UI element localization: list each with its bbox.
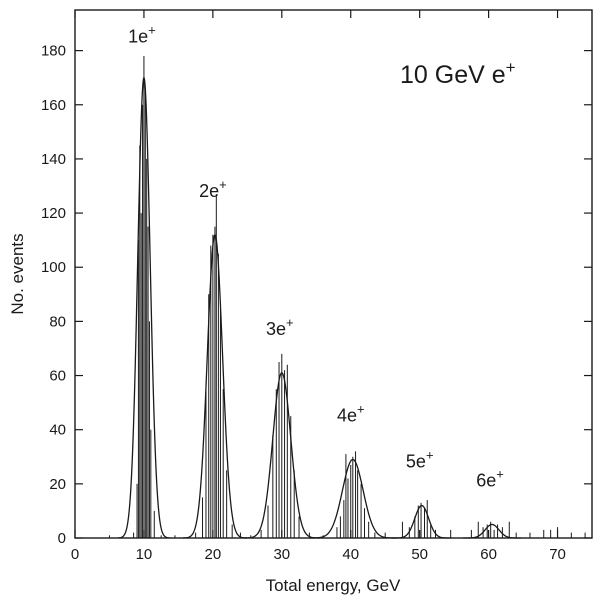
y-tick-label: 20 [49, 476, 66, 493]
y-axis-title: No. events [8, 233, 27, 314]
x-tick-label: 60 [480, 546, 497, 563]
peak-label: 3e+ [266, 315, 294, 339]
x-tick-label: 40 [342, 546, 359, 563]
x-tick-label: 70 [549, 546, 566, 563]
peak-label: 5e+ [406, 448, 434, 472]
y-axis-ticks: 0 20 40 60 80 100 120 140 160 180 [41, 43, 592, 547]
histogram-bars [108, 56, 586, 538]
fit-curves [117, 75, 521, 539]
y-tick-label: 40 [49, 422, 66, 439]
x-tick-label: 20 [205, 546, 222, 563]
peak-fit-curve [463, 523, 521, 539]
y-tick-label: 140 [41, 151, 66, 168]
x-axis-title: Total energy, GeV [266, 576, 401, 595]
x-tick-label: 0 [71, 546, 79, 563]
x-axis-ticks: 0 10 20 30 40 50 60 70 [71, 10, 566, 563]
peak-label: 2e+ [199, 177, 227, 201]
y-tick-label: 180 [41, 43, 66, 60]
y-tick-label: 120 [41, 205, 66, 222]
plot-frame [74, 9, 593, 539]
y-tick-label: 160 [41, 97, 66, 114]
chart-title: 10 GeV e+ [400, 58, 516, 89]
y-tick-label: 60 [49, 368, 66, 385]
y-tick-label: 100 [41, 259, 66, 276]
x-tick-label: 50 [411, 546, 428, 563]
peak-label: 6e+ [476, 467, 504, 491]
peak-labels: 1e+ 2e+ 3e+ 4e+ 5e+ 6e+ [128, 22, 504, 490]
peak-label: 4e+ [337, 402, 365, 426]
x-tick-label: 30 [273, 546, 290, 563]
y-tick-label: 0 [58, 530, 66, 547]
y-tick-label: 80 [49, 313, 66, 330]
x-tick-label: 10 [136, 546, 153, 563]
peak-fit-curve [392, 504, 451, 539]
peak-label: 1e+ [128, 22, 156, 46]
